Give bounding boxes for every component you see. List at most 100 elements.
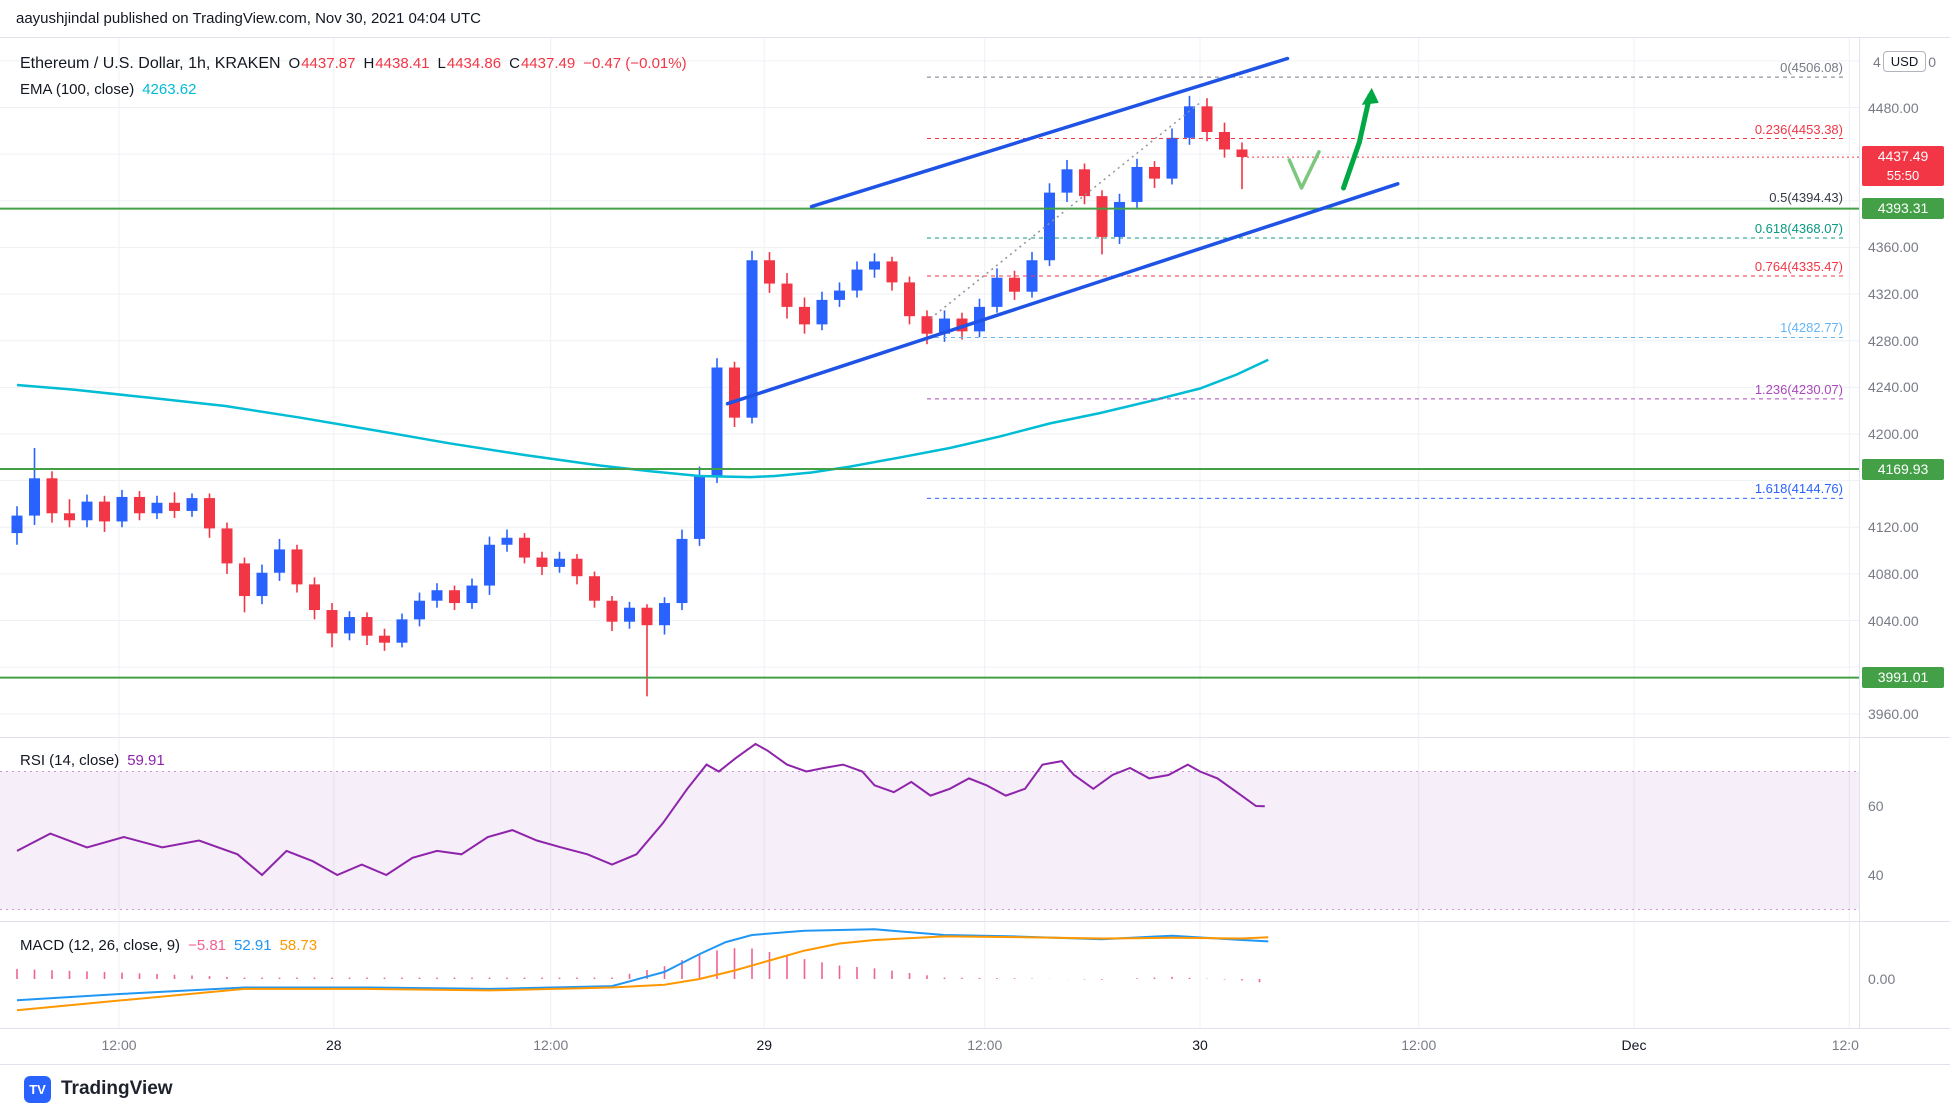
separator <box>0 1028 1950 1029</box>
rsi-tick-label: 60 <box>1868 798 1884 814</box>
candle-body <box>781 283 793 307</box>
candle-body <box>939 318 950 334</box>
dashed-trend-line[interactable] <box>930 102 1201 320</box>
price-axis-border <box>1859 38 1860 1028</box>
rsi-value: 59.91 <box>127 752 165 769</box>
ema-legend-row: EMA (100, close) 4263.62 <box>20 81 196 98</box>
level-price-value: 4393.31 <box>1877 200 1929 217</box>
price-tick-label: 4280.00 <box>1868 332 1919 349</box>
time-label-major: 29 <box>756 1037 773 1053</box>
candle-body <box>1201 106 1213 132</box>
candle-body <box>676 538 688 604</box>
time-axis[interactable]: 12:00 28 12:00 29 12:00 30 12:00 Dec 12:00 <box>0 1028 1859 1064</box>
candle-body <box>1236 149 1248 158</box>
ohlc-open: O 4437.87 <box>288 55 356 72</box>
candle-body <box>519 537 530 558</box>
macd-value: 52.91 <box>234 937 272 954</box>
candle-body <box>414 600 425 620</box>
candle-body <box>1131 166 1143 202</box>
candle-body <box>571 558 583 577</box>
tradingview-logo-icon[interactable]: TV <box>24 1075 51 1103</box>
macd-label: MACD (12, 26, close, 9) <box>20 937 181 954</box>
macd-legend-row: MACD (12, 26, close, 9) −5.81 52.91 58.7… <box>20 937 317 954</box>
macd-signal-line[interactable] <box>16 935 1269 1012</box>
candle-body <box>799 306 810 325</box>
level-price-value: 4169.93 <box>1877 460 1929 477</box>
rsi-band-fill <box>0 771 1859 910</box>
axis-top-right-digit: 0 <box>1928 53 1937 70</box>
candle-body <box>11 515 23 534</box>
fib-level-label: 0.236(4453.38) <box>1754 121 1843 137</box>
candle-body <box>99 501 110 522</box>
candle-body <box>291 549 303 585</box>
separator[interactable] <box>0 921 1950 922</box>
tradingview-brand-text[interactable]: TradingView <box>61 1078 173 1099</box>
price-axis[interactable]: 4 USD 0 4480.00 4360.00 4320.00 4280.00 4240… <box>1859 0 1950 1028</box>
candle-body <box>1149 166 1160 179</box>
candle-body <box>379 635 390 643</box>
level-price-badge: 3991.01 <box>1862 667 1944 689</box>
ema-line[interactable] <box>16 358 1269 479</box>
candle-body <box>991 277 1003 307</box>
price-tick-label: 4080.00 <box>1868 565 1919 582</box>
separator[interactable] <box>0 737 1950 738</box>
candle-body <box>1096 196 1108 237</box>
candle-body <box>116 496 128 522</box>
ohlc-high: H 4438.41 <box>363 55 430 72</box>
candle-body <box>816 299 828 325</box>
rsi-legend-row: RSI (14, close) 59.91 <box>20 752 165 769</box>
time-label-major: Dec <box>1621 1037 1647 1053</box>
price-tick-label: 4240.00 <box>1868 379 1919 396</box>
chart-plot-area[interactable]: Ethereum / U.S. Dollar, 1h, KRAKEN O 4437… <box>0 0 1859 1028</box>
fib-level-label: 1.618(4144.76) <box>1754 481 1843 497</box>
fib-level-label: 1(4282.77) <box>1780 320 1843 336</box>
symbol-ohlc-row: Ethereum / U.S. Dollar, 1h, KRAKEN O 4437… <box>20 55 687 73</box>
candle-body <box>1044 192 1055 261</box>
price-tick-label: 4360.00 <box>1868 239 1919 256</box>
fib-level-label: 0.618(4368.07) <box>1754 221 1843 236</box>
green-checkmark-annotation[interactable] <box>1287 150 1321 190</box>
price-tick-label: 4200.00 <box>1868 425 1919 442</box>
candle-body <box>449 590 460 604</box>
footer-bar: TV TradingView <box>0 1064 1950 1114</box>
candle-body <box>536 557 548 567</box>
chart-canvas[interactable] <box>0 0 1859 1028</box>
candle-body <box>851 269 863 291</box>
candle-body <box>729 367 740 418</box>
time-label: 12:00 <box>533 1037 569 1053</box>
separator <box>0 1064 1950 1065</box>
candle-body <box>151 502 163 514</box>
green-up-arrow-annotation[interactable] <box>1341 93 1373 191</box>
time-label-major: 28 <box>325 1037 342 1053</box>
last-price-badge: 4437.49 55:50 <box>1862 146 1944 187</box>
separator <box>0 37 1950 38</box>
candle-body <box>1114 201 1125 237</box>
candle-body <box>1166 137 1178 179</box>
channel-lower-trendline[interactable] <box>725 182 1400 406</box>
price-tick-label: 4480.00 <box>1868 99 1919 116</box>
time-label: 12:00 <box>1401 1037 1437 1053</box>
channel-upper-trendline[interactable] <box>809 56 1290 209</box>
currency-toggle-button[interactable]: USD <box>1882 51 1927 72</box>
candle-body <box>344 617 355 634</box>
candle-body <box>921 316 933 334</box>
fib-level-label: 0.764(4335.47) <box>1754 259 1843 275</box>
green-up-arrow-head <box>1361 87 1379 105</box>
rsi-line[interactable] <box>16 742 1265 877</box>
candle-body <box>974 306 985 332</box>
candle-body <box>554 558 565 567</box>
ohlc-close: C 4437.49 <box>509 55 576 72</box>
candle-body <box>169 502 180 511</box>
ema-label: EMA (100, close) <box>20 81 135 98</box>
candle-body <box>466 585 478 604</box>
candle-body <box>134 496 145 514</box>
candle-body <box>431 590 443 601</box>
candle-body <box>711 367 723 476</box>
axis-top-left-digit: 4 <box>1872 53 1881 70</box>
level-price-value: 3991.01 <box>1877 669 1929 686</box>
candle-body <box>764 260 775 284</box>
candle-body <box>186 498 198 511</box>
ema-value: 4263.62 <box>142 81 197 98</box>
candle-body <box>396 619 408 643</box>
